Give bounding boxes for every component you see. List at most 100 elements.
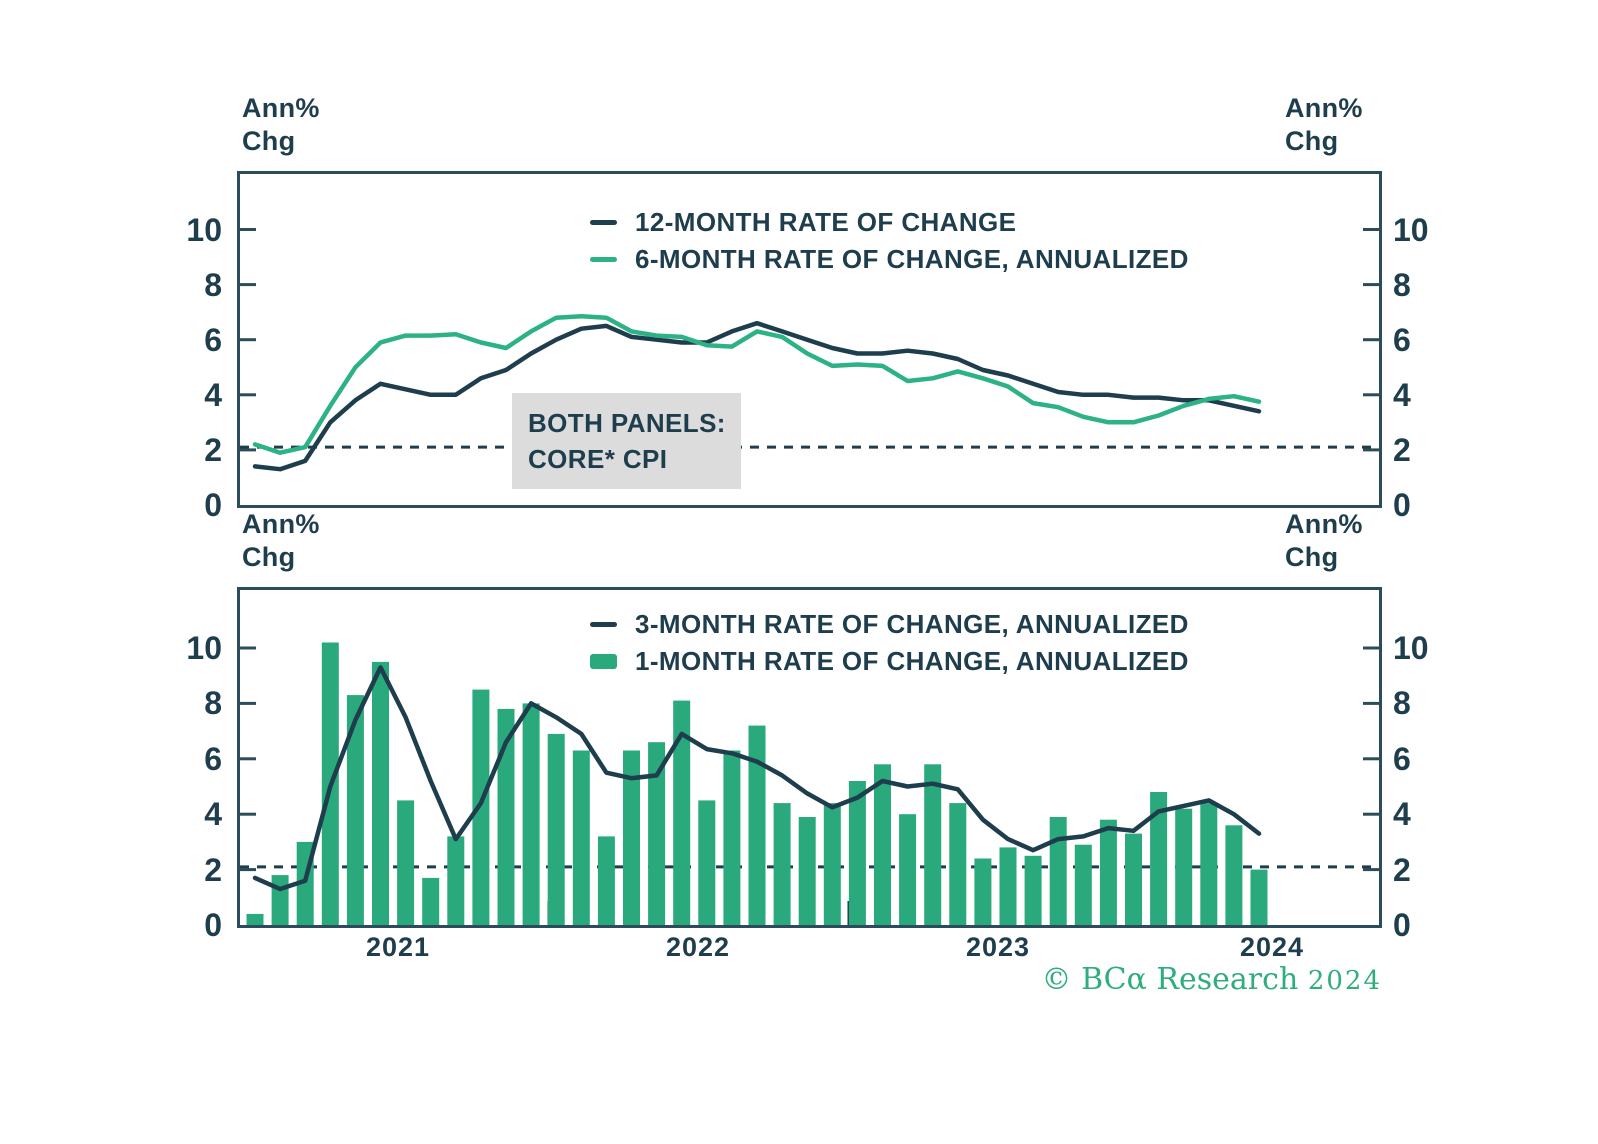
note-box: BOTH PANELS: CORE* CPI — [512, 393, 741, 489]
bar — [372, 661, 389, 925]
y-axis-label-right: 0 — [1393, 487, 1411, 523]
bar — [974, 858, 992, 925]
top-panel — [237, 171, 1382, 508]
axis-unit-line2: Chg — [242, 126, 296, 156]
y-axis-label-left: 6 — [204, 321, 222, 358]
axis-unit-line2: Chg — [242, 542, 296, 572]
y-axis-label-right: 8 — [1393, 266, 1411, 303]
bar — [623, 750, 640, 925]
legend-label: 3-MONTH RATE OF CHANGE, ANNUALIZED — [635, 608, 1189, 639]
bar — [397, 800, 415, 925]
axis-unit-line1: Ann% — [242, 93, 320, 123]
axis-unit-mid-right: Ann% Chg — [1285, 508, 1363, 574]
bar — [1175, 808, 1193, 925]
bottom-panel — [237, 587, 1382, 928]
axis-unit-line1: Ann% — [1285, 93, 1363, 123]
axis-unit-line2: Chg — [1285, 126, 1339, 156]
line-swatch-dark — [590, 621, 617, 627]
y-axis-label-left: 8 — [204, 266, 222, 303]
y-axis-label-left: 2 — [204, 851, 222, 888]
note-line1: BOTH PANELS: — [528, 408, 726, 438]
y-axis-label-left: 4 — [204, 796, 222, 833]
note-line2: CORE* CPI — [528, 444, 668, 474]
bar — [1150, 792, 1168, 925]
bar — [597, 836, 615, 925]
y-axis-label-right: 10 — [1393, 630, 1429, 666]
bar — [1125, 833, 1142, 925]
y-axis-label-left: 0 — [204, 907, 222, 943]
bar — [1200, 803, 1218, 925]
line-swatch-dark — [590, 219, 617, 225]
line-series-3-month-rate-of-change-annualized — [252, 665, 1262, 892]
bar — [522, 703, 540, 925]
axis-unit-top-right: Ann% Chg — [1285, 92, 1363, 158]
axis-unit-line2: Chg — [1285, 542, 1339, 572]
y-axis-label-left: 4 — [204, 376, 222, 413]
brand-text: © BCα Research — [1041, 962, 1299, 997]
bar — [874, 764, 891, 925]
bar — [848, 781, 866, 925]
axis-unit-mid-left: Ann% Chg — [242, 508, 320, 574]
bar — [271, 875, 289, 925]
legend-item-1-month: 1-MONTH RATE OF CHANGE, ANNUALIZED — [590, 644, 1189, 678]
bar-swatch-green — [590, 653, 617, 669]
bar — [723, 750, 741, 925]
line-swatch-green — [590, 256, 617, 262]
bar — [999, 847, 1017, 925]
y-axis-label-right: 8 — [1393, 685, 1411, 722]
y-axis-label-left: 8 — [204, 685, 222, 722]
bar — [1024, 855, 1042, 925]
bar — [798, 817, 816, 925]
bar — [447, 836, 465, 925]
bar — [246, 913, 264, 925]
legend-item-12-month: 12-MONTH RATE OF CHANGE — [590, 205, 1016, 239]
axis-unit-line1: Ann% — [1285, 509, 1363, 539]
bottom-panel-plot — [240, 642, 1379, 925]
legend-item-3-month: 3-MONTH RATE OF CHANGE, ANNUALIZED — [590, 607, 1189, 641]
legend-label: 1-MONTH RATE OF CHANGE, ANNUALIZED — [635, 645, 1189, 676]
bar — [346, 695, 364, 925]
bar — [748, 725, 766, 925]
x-tick-2023: 2023 — [965, 932, 1031, 962]
bar — [924, 764, 942, 925]
y-axis-label-left: 6 — [204, 740, 222, 777]
bar — [773, 803, 791, 925]
x-tick-2024: 2024 — [1239, 932, 1305, 962]
y-axis-label-left: 10 — [186, 630, 222, 666]
line-series-12-month-rate-of-change — [252, 320, 1262, 472]
bar — [497, 708, 515, 925]
top-panel-plot — [240, 228, 1379, 472]
bar-series-1-month — [246, 642, 1268, 925]
y-axis-label-right: 0 — [1393, 907, 1411, 943]
y-axis-label-left: 0 — [204, 487, 222, 523]
bar — [673, 700, 691, 925]
bar — [823, 803, 841, 925]
x-tick-2022: 2022 — [665, 932, 731, 962]
bar — [1250, 869, 1268, 925]
bar — [899, 814, 917, 925]
x-tick-2021: 2021 — [365, 932, 431, 962]
bar — [472, 689, 490, 925]
bar — [698, 800, 716, 925]
axis-unit-line1: Ann% — [242, 509, 320, 539]
y-axis-label-right: 2 — [1393, 851, 1411, 888]
y-axis-label-right: 4 — [1393, 796, 1411, 833]
bar — [648, 742, 666, 925]
bar — [422, 877, 440, 925]
footer-year: 2024 — [1307, 966, 1382, 996]
y-axis-label-right: 10 — [1393, 211, 1429, 248]
copyright-footer: © BCα Research 2024 — [700, 962, 1382, 997]
bar — [1099, 819, 1117, 925]
bar — [572, 750, 590, 925]
y-axis-label-right: 6 — [1393, 321, 1411, 358]
y-axis-label-right: 4 — [1393, 376, 1411, 413]
legend-label: 6-MONTH RATE OF CHANGE, ANNUALIZED — [635, 243, 1189, 274]
bar — [1049, 817, 1067, 925]
line-series-6-month-rate-of-change-annualized — [252, 314, 1262, 455]
legend-label: 12-MONTH RATE OF CHANGE — [635, 206, 1017, 237]
y-axis-label-right: 6 — [1393, 740, 1411, 777]
bar — [547, 733, 565, 925]
bar — [949, 803, 967, 925]
y-axis-label-left: 2 — [204, 431, 222, 468]
